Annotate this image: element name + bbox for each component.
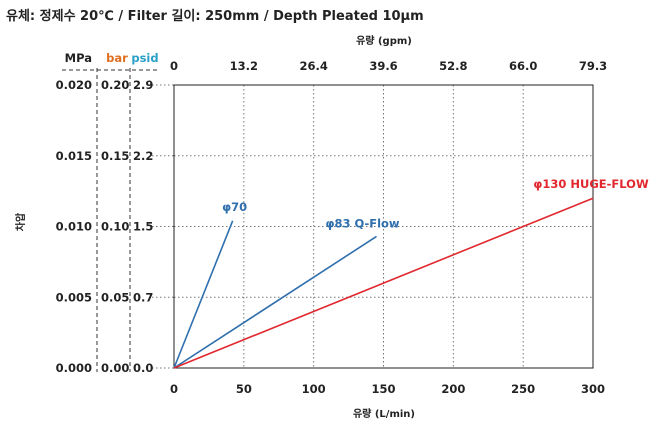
y-tick-label-psid: 1.5	[133, 220, 153, 234]
x2-tick-label: 13.2	[230, 59, 258, 73]
series-label-0: φ70	[222, 200, 247, 214]
y-tick-label-bar: 0.15	[101, 149, 129, 163]
y-tick-label-psid: 2.9	[133, 78, 153, 92]
y-tick-label-psid: 2.2	[133, 149, 153, 163]
x2-tick-label: 52.8	[439, 59, 467, 73]
y-tick-label-psid: 0.7	[133, 290, 153, 304]
x-axis-title: 유량 (L/min)	[353, 408, 415, 420]
y-tick-label-bar: 0.05	[101, 290, 129, 304]
unit-header-2: psid	[131, 51, 158, 65]
series-line-2	[173, 197, 594, 369]
axes	[62, 68, 594, 372]
x2-tick-label: 0	[170, 59, 178, 73]
x-tick-label: 250	[511, 382, 535, 396]
x-tick-label: 200	[441, 382, 465, 396]
x2-tick-label: 66.0	[509, 59, 537, 73]
series-line-0	[173, 220, 234, 369]
x-tick-label: 0	[170, 382, 178, 396]
series-label-1: φ83 Q-Flow	[325, 216, 399, 230]
x-tick-label: 100	[302, 382, 326, 396]
y-tick-label-mpa: 0.005	[56, 290, 92, 304]
series-lines	[173, 197, 594, 369]
condition-text: 유체: 정제수 20℃ / Filter 길이: 250mm / Depth P…	[6, 8, 424, 24]
series-line-1	[173, 235, 377, 369]
x-tick-label: 300	[581, 382, 605, 396]
y-tick-label-bar: 0.00	[101, 361, 129, 375]
y-axis-title: 차압	[14, 212, 27, 231]
unit-header-0: MPa	[65, 51, 92, 65]
x-tick-label: 50	[236, 382, 252, 396]
top-axis-title: 유량 (gpm)	[356, 35, 412, 47]
unit-header-1: bar	[106, 51, 128, 65]
y-tick-label-mpa: 0.010	[56, 220, 92, 234]
x-tick-label: 150	[371, 382, 395, 396]
y-tick-label-mpa: 0.020	[56, 78, 92, 92]
y-tick-label-mpa: 0.000	[56, 361, 92, 375]
x2-tick-label: 79.3	[579, 59, 607, 73]
y-tick-label-psid: 0.0	[133, 361, 153, 375]
y-tick-label-bar: 0.10	[101, 220, 129, 234]
tick-labels: MPa bar psid 0.000 0.00 0.0 0.005 0.05 0.7 0.010 0…	[56, 51, 649, 396]
plot-frame	[173, 84, 594, 369]
x2-tick-label: 39.6	[369, 59, 397, 73]
series-label-2: φ130 HUGE-FLOW	[533, 177, 649, 191]
y-tick-label-bar: 0.20	[101, 78, 129, 92]
x2-tick-label: 26.4	[299, 59, 327, 73]
y-tick-label-mpa: 0.015	[56, 149, 92, 163]
